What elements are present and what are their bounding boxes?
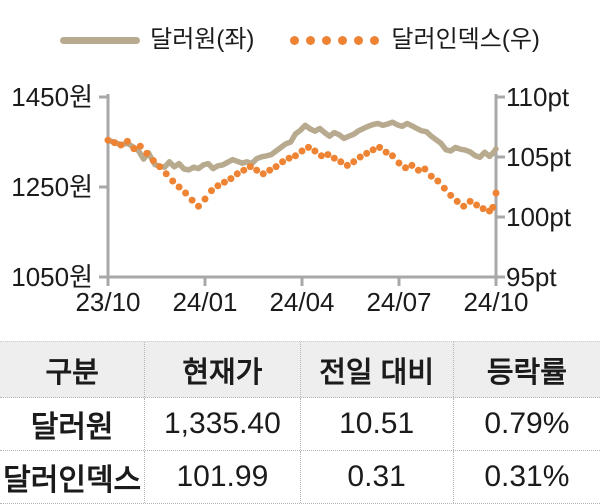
- dxy-change-pct: 0.31%: [452, 451, 600, 503]
- svg-text:24/01: 24/01: [172, 287, 237, 317]
- svg-text:24/04: 24/04: [269, 287, 334, 317]
- dxy-change: 0.31: [299, 451, 453, 503]
- svg-text:1250원: 1250원: [11, 172, 93, 202]
- table-header-row: 구분 현재가 전일 대비 등락률: [0, 341, 600, 398]
- svg-text:24/10: 24/10: [463, 287, 528, 317]
- x-axis-labels: 23/10 24/01 24/04 24/07 24/10: [75, 287, 528, 317]
- svg-text:110pt: 110pt: [506, 82, 570, 112]
- col-header-category: 구분: [45, 356, 99, 389]
- svg-text:1050원: 1050원: [11, 262, 93, 292]
- table-row-dxy: 달러인덱스 101.99 0.31 0.31%: [0, 451, 600, 504]
- table-row-krw: 달러원 1,335.40 10.51 0.79%: [0, 398, 600, 451]
- dxy-price: 101.99: [144, 451, 299, 503]
- chart-axes: [99, 94, 505, 286]
- svg-text:105pt: 105pt: [506, 142, 572, 172]
- chart-legend: 달러원(좌) 달러인덱스(우): [0, 24, 600, 56]
- legend-label-krw: 달러원(좌): [150, 26, 255, 53]
- col-header-change-pct: 등락률: [452, 342, 600, 397]
- col-header-change: 전일 대비: [299, 342, 453, 397]
- fx-summary-table: 구분 현재가 전일 대비 등락률 달러원 1,335.40 10.51 0.79…: [0, 341, 600, 504]
- row-label-krw: 달러원: [30, 411, 114, 444]
- row-label-dxy: 달러인덱스: [3, 464, 142, 497]
- legend-label-dxy: 달러인덱스(우): [391, 26, 540, 53]
- krw-series-line: [105, 119, 499, 173]
- left-axis-labels: 1450원 1250원 1050원: [11, 82, 93, 292]
- krw-change-pct: 0.79%: [452, 398, 600, 450]
- solid-line-swatch-icon: [60, 36, 141, 44]
- svg-text:24/07: 24/07: [366, 287, 431, 317]
- krw-price: 1,335.40: [144, 398, 299, 450]
- svg-text:100pt: 100pt: [506, 202, 572, 232]
- col-header-price: 현재가: [144, 342, 299, 397]
- dotted-line-swatch-icon: [290, 35, 380, 45]
- krw-change: 10.51: [299, 398, 453, 450]
- svg-text:95pt: 95pt: [506, 262, 557, 292]
- svg-text:1450원: 1450원: [11, 82, 93, 112]
- svg-text:23/10: 23/10: [75, 287, 140, 317]
- dxy-series-dots: [104, 136, 500, 215]
- right-axis-labels: 110pt 105pt 100pt 95pt: [506, 82, 572, 292]
